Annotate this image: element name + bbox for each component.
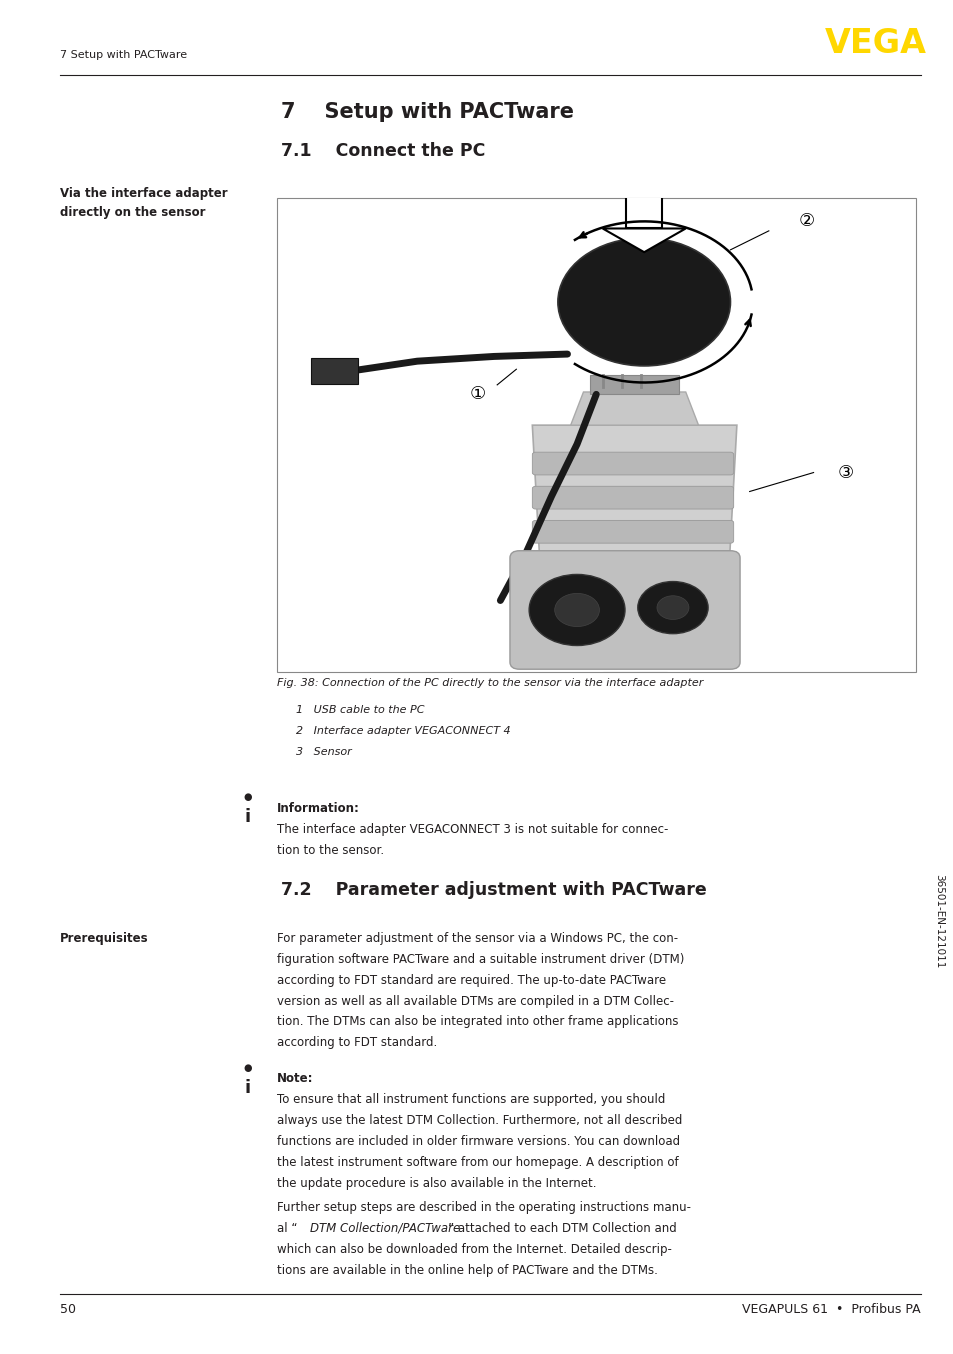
- Text: VEGAPULS 61  •  Profibus PA: VEGAPULS 61 • Profibus PA: [741, 1303, 920, 1316]
- Text: Prerequisites: Prerequisites: [60, 932, 149, 945]
- Text: the latest instrument software from our homepage. A description of: the latest instrument software from our …: [276, 1156, 678, 1170]
- Text: always use the latest DTM Collection. Furthermore, not all described: always use the latest DTM Collection. Fu…: [276, 1114, 681, 1128]
- Text: 7.2    Parameter adjustment with PACTware: 7.2 Parameter adjustment with PACTware: [281, 881, 706, 899]
- Text: 1   USB cable to the PC: 1 USB cable to the PC: [295, 704, 424, 715]
- Text: tions are available in the online help of PACTware and the DTMs.: tions are available in the online help o…: [276, 1265, 657, 1277]
- Text: directly on the sensor: directly on the sensor: [60, 206, 206, 219]
- Text: Note:: Note:: [276, 1072, 313, 1086]
- Text: VEGA: VEGA: [824, 27, 926, 60]
- Text: 2   Interface adapter VEGACONNECT 4: 2 Interface adapter VEGACONNECT 4: [295, 726, 510, 735]
- Text: i: i: [245, 808, 251, 826]
- Text: 7.1    Connect the PC: 7.1 Connect the PC: [281, 142, 485, 160]
- Text: The interface adapter VEGACONNECT 3 is not suitable for connec-: The interface adapter VEGACONNECT 3 is n…: [276, 823, 667, 835]
- Text: functions are included in older firmware versions. You can download: functions are included in older firmware…: [276, 1135, 679, 1148]
- Text: tion to the sensor.: tion to the sensor.: [276, 844, 383, 857]
- Text: tion. The DTMs can also be integrated into other frame applications: tion. The DTMs can also be integrated in…: [276, 1016, 678, 1029]
- Text: ●: ●: [244, 792, 252, 802]
- Text: which can also be downloaded from the Internet. Detailed descrip-: which can also be downloaded from the In…: [276, 1243, 671, 1257]
- Text: For parameter adjustment of the sensor via a Windows PC, the con-: For parameter adjustment of the sensor v…: [276, 932, 677, 945]
- Text: ” attached to each DTM Collection and: ” attached to each DTM Collection and: [448, 1221, 677, 1235]
- Text: Via the interface adapter: Via the interface adapter: [60, 187, 228, 200]
- Text: i: i: [245, 1079, 251, 1097]
- Text: 7    Setup with PACTware: 7 Setup with PACTware: [281, 102, 574, 122]
- Text: 3   Sensor: 3 Sensor: [295, 747, 351, 757]
- Text: 36501-EN-121011: 36501-EN-121011: [933, 873, 943, 968]
- Text: To ensure that all instrument functions are supported, you should: To ensure that all instrument functions …: [276, 1094, 664, 1106]
- Text: version as well as all available DTMs are compiled in a DTM Collec-: version as well as all available DTMs ar…: [276, 994, 673, 1007]
- Text: 50: 50: [60, 1303, 76, 1316]
- Text: ●: ●: [244, 1063, 252, 1072]
- Text: according to FDT standard.: according to FDT standard.: [276, 1037, 436, 1049]
- Text: the update procedure is also available in the Internet.: the update procedure is also available i…: [276, 1177, 596, 1190]
- Text: according to FDT standard are required. The up-to-date PACTware: according to FDT standard are required. …: [276, 974, 665, 987]
- Text: Fig. 38: Connection of the PC directly to the sensor via the interface adapter: Fig. 38: Connection of the PC directly t…: [276, 678, 702, 688]
- Text: figuration software PACTware and a suitable instrument driver (DTM): figuration software PACTware and a suita…: [276, 953, 683, 965]
- Bar: [276, 198, 915, 672]
- Text: Further setup steps are described in the operating instructions manu-: Further setup steps are described in the…: [276, 1201, 690, 1215]
- Text: 7 Setup with PACTware: 7 Setup with PACTware: [60, 50, 187, 60]
- Text: DTM Collection/PACTware: DTM Collection/PACTware: [310, 1221, 459, 1235]
- Text: Information:: Information:: [276, 802, 359, 815]
- Text: al “: al “: [276, 1221, 296, 1235]
